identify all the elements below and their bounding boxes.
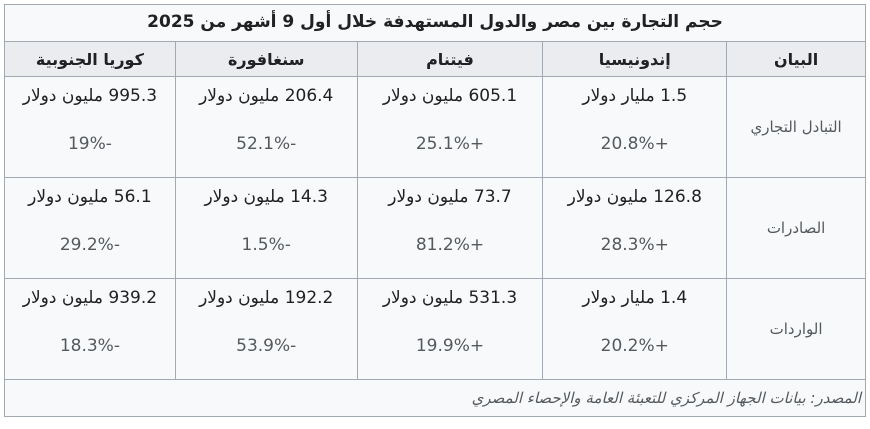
cell-change: -1.5%	[241, 235, 291, 255]
data-cell: 192.2 مليون دولار -53.9%	[174, 278, 358, 380]
cell-value: 56.1 مليون دولار	[28, 187, 152, 207]
cell-value: 1.5 مليار دولار	[582, 86, 688, 106]
data-cell: 531.3 مليون دولار +19.9%	[356, 278, 544, 380]
cell-change: -19%	[67, 134, 112, 154]
cell-change: -53.9%	[236, 336, 297, 356]
cell-value: 206.4 مليون دولار	[199, 86, 334, 106]
table-row: الواردات 1.4 مليار دولار +20.2% 531.3 مليون…	[4, 278, 866, 380]
data-cell: 14.3 مليون دولار -1.5%	[174, 177, 358, 279]
cell-value: 995.3 مليون دولار	[22, 86, 158, 106]
column-header: كوريا الجنوبية	[4, 41, 176, 77]
cell-change: +25.1%	[415, 134, 485, 154]
cell-change: -52.1%	[236, 134, 297, 154]
column-header: فيتنام	[356, 41, 544, 77]
source-row: المصدر: بيانات الجهاز المركزي للتعبئة ال…	[4, 379, 866, 417]
column-header: إندونيسيا	[542, 41, 728, 77]
cell-change: +28.3%	[600, 235, 669, 255]
data-cell: 56.1 مليون دولار -29.2%	[4, 177, 176, 279]
table-row: الصادرات 126.8 مليون دولار +28.3% 73.7 مليو…	[4, 177, 866, 279]
trade-table: حجم التجارة بين مصر والدول المستهدفة خلا…	[4, 4, 866, 417]
cell-value: 939.2 مليون دولار	[22, 288, 158, 308]
data-cell: 995.3 مليون دولار -19%	[4, 76, 176, 178]
row-label: الواردات	[726, 278, 866, 380]
source: المصدر: بيانات الجهاز المركزي للتعبئة ال…	[4, 379, 866, 417]
data-cell: 73.7 مليون دولار +81.2%	[356, 177, 544, 279]
table-title: حجم التجارة بين مصر والدول المستهدفة خلا…	[4, 4, 866, 41]
cell-change: +19.9%	[415, 336, 485, 356]
table-row: التبادل التجاري 1.5 مليار دولار +20.8% 605.…	[4, 76, 866, 178]
cell-value: 14.3 مليون دولار	[204, 187, 328, 207]
column-header: البيان	[726, 41, 866, 77]
data-cell: 126.8 مليون دولار +28.3%	[542, 177, 728, 279]
cell-value: 192.2 مليون دولار	[199, 288, 334, 308]
cell-value: 531.3 مليون دولار	[382, 288, 518, 308]
cell-change: +81.2%	[415, 235, 485, 255]
cell-change: +20.8%	[600, 134, 669, 154]
data-cell: 939.2 مليون دولار -18.3%	[4, 278, 176, 380]
cell-value: 605.1 مليون دولار	[382, 86, 518, 106]
cell-change: +20.2%	[600, 336, 669, 356]
data-cell: 206.4 مليون دولار -52.1%	[174, 76, 358, 178]
header-row: البيان إندونيسيا فيتنام سنغافورة كوريا الجنو…	[4, 41, 866, 77]
column-header: سنغافورة	[174, 41, 358, 77]
data-cell: 1.4 مليار دولار +20.2%	[542, 278, 728, 380]
cell-value: 126.8 مليون دولار	[567, 187, 702, 207]
cell-value: 73.7 مليون دولار	[388, 187, 512, 207]
cell-value: 1.4 مليار دولار	[582, 288, 688, 308]
data-cell: 1.5 مليار دولار +20.8%	[542, 76, 728, 178]
table-body: التبادل التجاري 1.5 مليار دولار +20.8% 605.…	[4, 76, 866, 380]
row-label: الصادرات	[726, 177, 866, 279]
row-label: التبادل التجاري	[726, 76, 866, 178]
cell-change: -29.2%	[59, 235, 120, 255]
data-cell: 605.1 مليون دولار +25.1%	[356, 76, 544, 178]
cell-change: -18.3%	[59, 336, 120, 356]
